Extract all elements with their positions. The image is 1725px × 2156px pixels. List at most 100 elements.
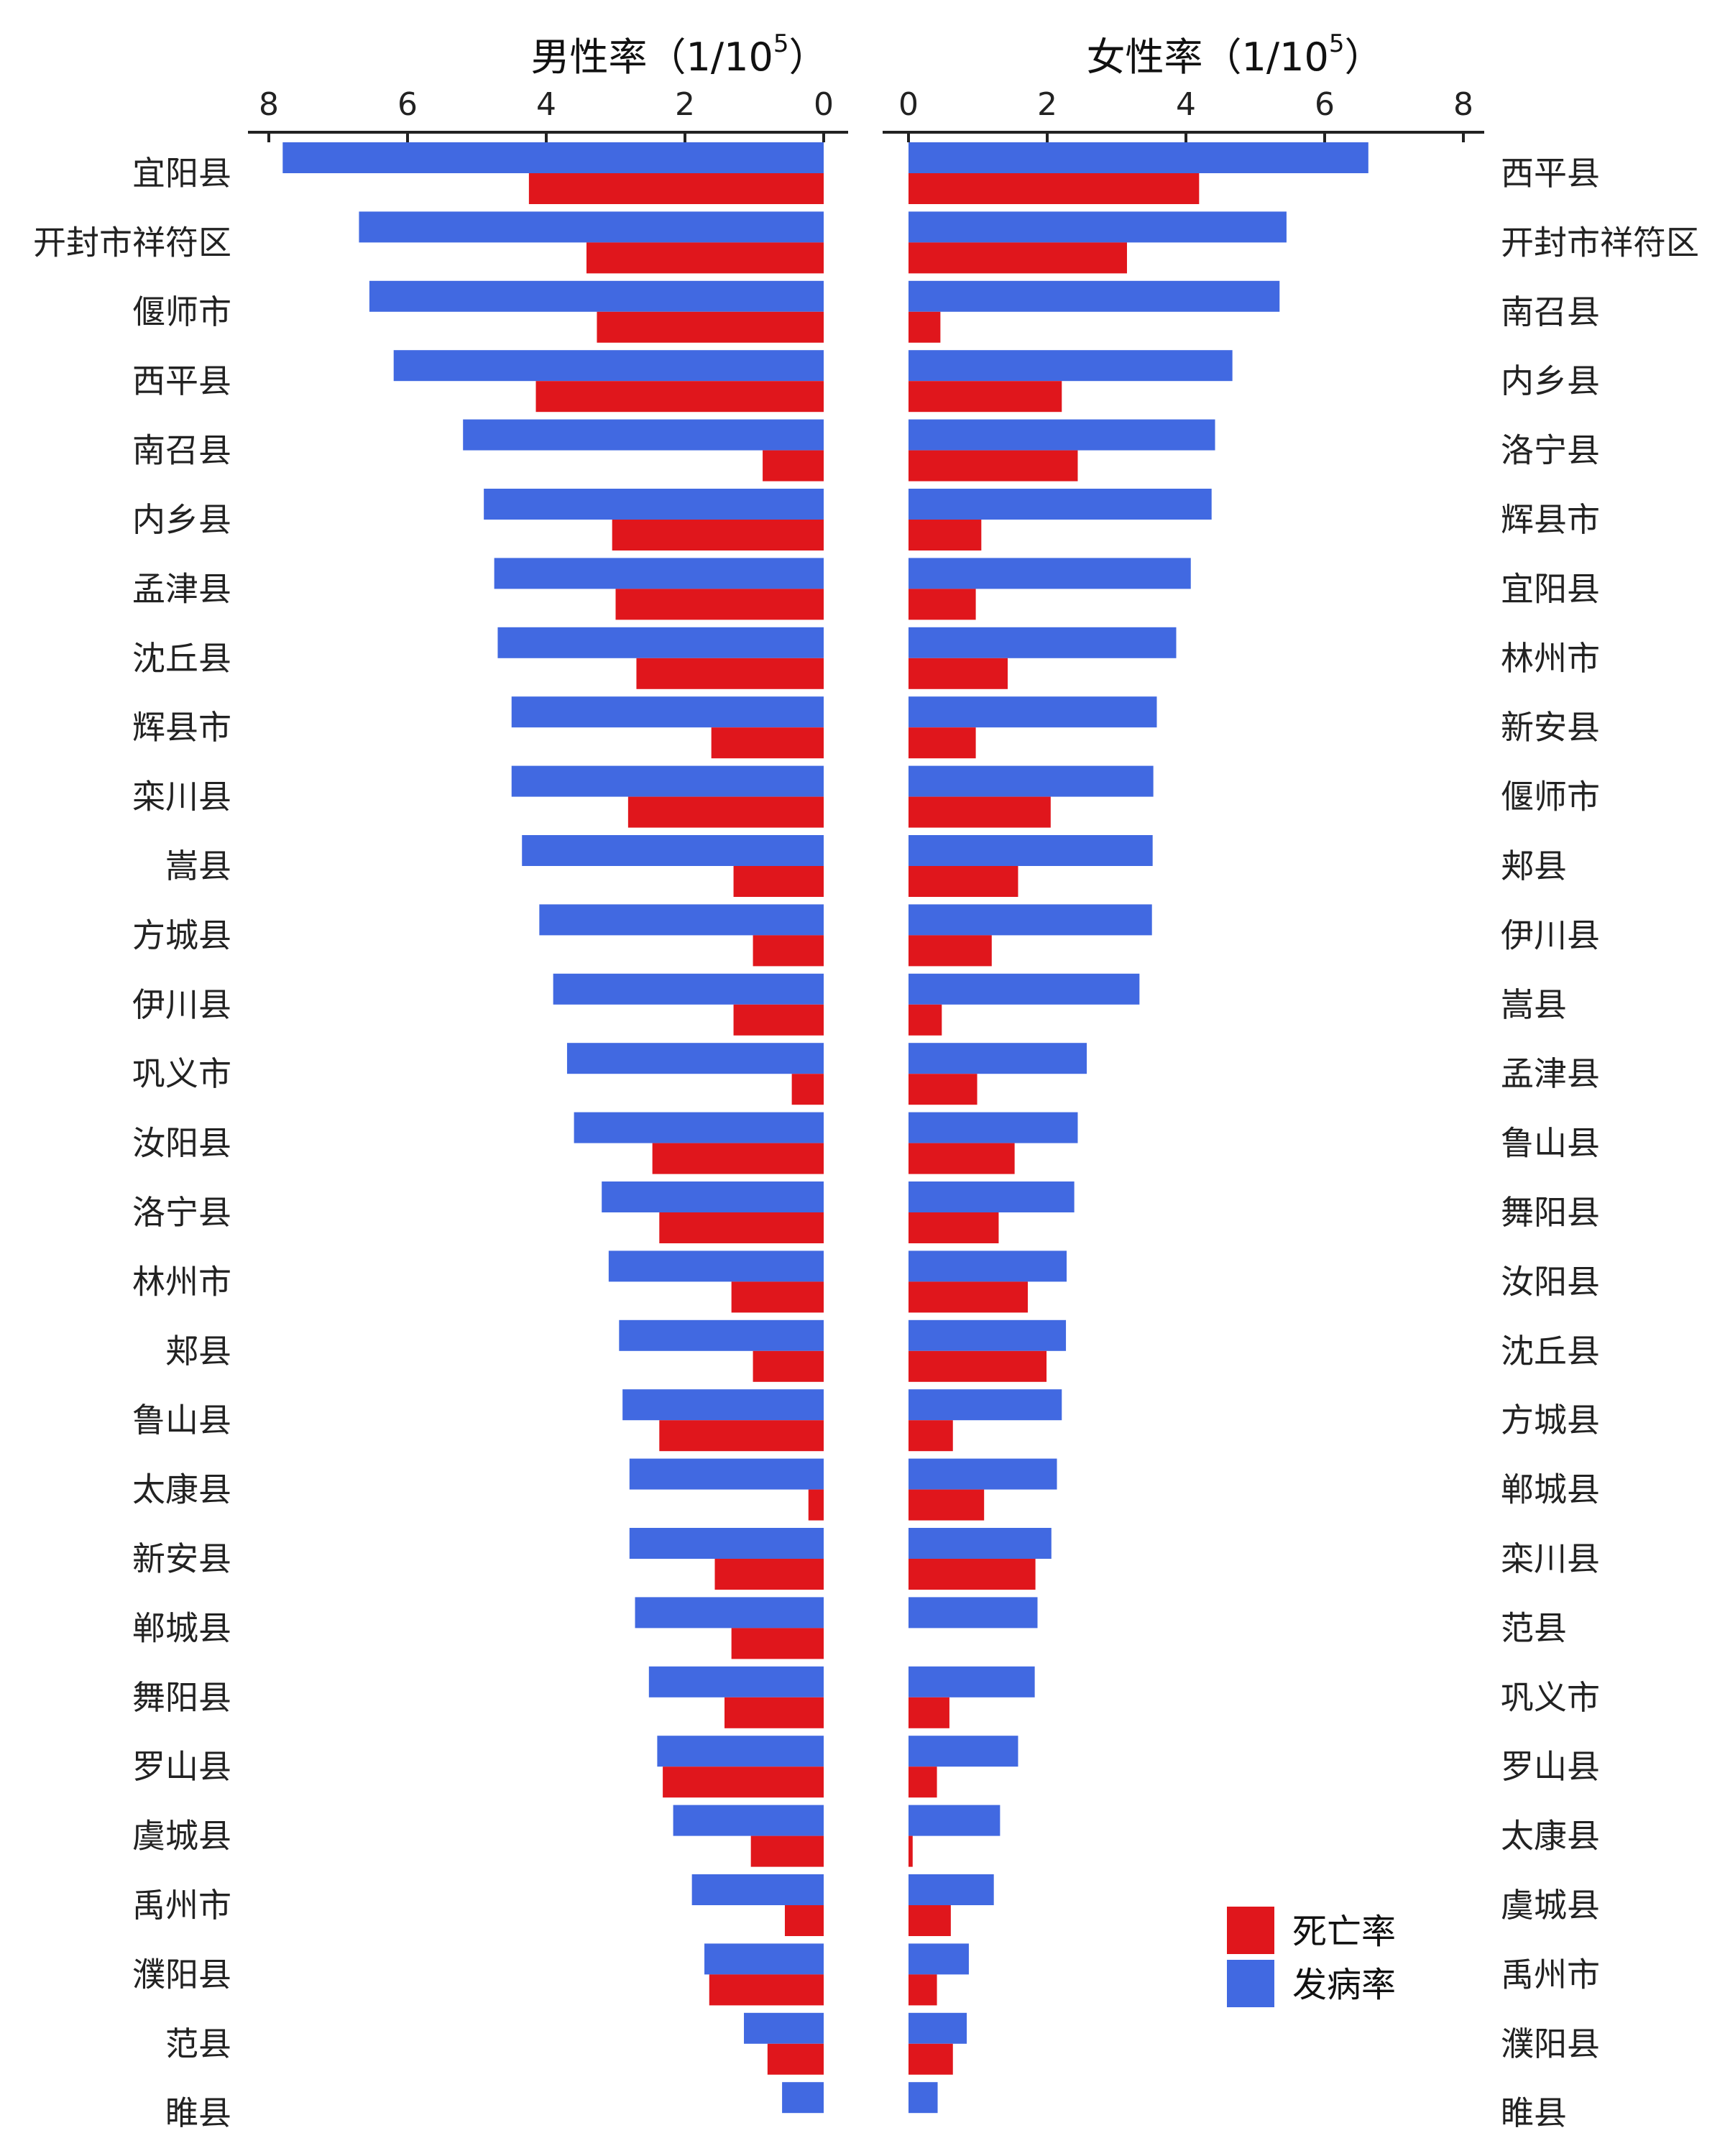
male-death-bar: [753, 935, 824, 967]
female-incidence-bar: [908, 1666, 1035, 1697]
female-category-label: 范县: [1501, 1608, 1567, 1647]
male-category-label: 禹州市: [132, 1886, 231, 1925]
male-tick-label: 6: [397, 86, 418, 123]
female-incidence-bar: [908, 1528, 1052, 1559]
male-death-bar: [597, 311, 824, 343]
male-death-bar: [612, 520, 824, 550]
male-death-bar: [586, 242, 824, 274]
male-death-bar: [627, 796, 824, 828]
male-death-bar: [808, 1489, 824, 1521]
female-death-bar: [908, 1489, 985, 1521]
female-death-bar: [908, 1143, 1015, 1174]
female-category-label: 洛宁县: [1501, 431, 1600, 470]
female-incidence-bar: [908, 1874, 994, 1905]
female-death-bar: [908, 935, 992, 967]
male-incidence-bar: [782, 2082, 824, 2114]
female-category-label: 沈丘县: [1501, 1332, 1600, 1370]
male-death-bar: [784, 1905, 824, 1936]
female-death-bar: [908, 1835, 913, 1867]
female-death-bar: [908, 727, 976, 759]
male-incidence-bar: [566, 1043, 824, 1074]
female-incidence-bar: [908, 1736, 1018, 1767]
male-death-bar: [652, 1143, 824, 1174]
male-incidence-bar: [629, 1528, 824, 1559]
male-death-bar: [733, 1004, 824, 1036]
male-tick-label: 8: [259, 86, 279, 123]
female-incidence-bar: [908, 2012, 967, 2044]
female-incidence-bar: [908, 1181, 1075, 1212]
male-category-label: 汝阳县: [132, 1124, 231, 1163]
male-category-label: 栾川县: [132, 778, 231, 816]
male-death-bar: [535, 381, 824, 413]
male-death-bar: [733, 866, 824, 897]
female-category-label: 濮阳县: [1501, 2024, 1600, 2063]
female-incidence-bar: [908, 1319, 1067, 1351]
male-category-label: 太康县: [132, 1470, 231, 1509]
male-category-label: 沈丘县: [132, 639, 231, 678]
male-category-label: 宜阳县: [132, 154, 231, 193]
female-death-bar: [908, 1697, 949, 1728]
female-tick-label: 6: [1315, 86, 1335, 123]
female-category-label: 林州市: [1501, 639, 1600, 678]
female-incidence-bar: [908, 489, 1212, 520]
male-death-bar: [615, 589, 824, 620]
female-category-label: 巩义市: [1501, 1678, 1600, 1717]
female-category-label: 虞城县: [1501, 1886, 1600, 1925]
male-death-bar: [709, 1974, 824, 2006]
female-category-label: 开封市祥符区: [1501, 223, 1699, 262]
male-tick-label: 2: [675, 86, 695, 123]
male-incidence-bar: [484, 489, 824, 520]
male-incidence-bar: [511, 696, 824, 728]
female-incidence-bar: [908, 904, 1152, 936]
female-category-label: 方城县: [1501, 1401, 1600, 1439]
female-incidence-bar: [908, 1389, 1062, 1421]
female-death-bar: [908, 381, 1062, 413]
legend-label-death: 死亡率: [1292, 1912, 1396, 1952]
male-incidence-bar: [619, 1319, 824, 1351]
male-category-label: 方城县: [132, 916, 231, 954]
male-incidence-bar: [635, 1597, 824, 1628]
female-incidence-bar: [908, 350, 1233, 382]
female-incidence-bar: [908, 973, 1140, 1005]
male-incidence-bar: [497, 627, 824, 658]
male-category-label: 开封市祥符区: [33, 223, 231, 262]
female-death-bar: [908, 173, 1200, 204]
female-death-bar: [908, 1905, 951, 1936]
female-tick-label: 8: [1453, 86, 1473, 123]
female-category-label: 伊川县: [1501, 916, 1600, 954]
male-death-bar: [528, 173, 824, 204]
female-death-bar: [908, 1212, 999, 1243]
female-incidence-bar: [908, 765, 1154, 797]
male-death-bar: [659, 1420, 824, 1452]
male-incidence-bar: [511, 765, 824, 797]
male-incidence-bar: [282, 142, 824, 173]
female-incidence-bar: [908, 696, 1157, 728]
male-death-bar: [767, 2043, 824, 2075]
male-incidence-bar: [574, 1112, 824, 1143]
female-incidence-bar: [908, 1943, 969, 1975]
female-category-label: 郏县: [1501, 847, 1567, 885]
male-death-bar: [711, 727, 824, 759]
male-incidence-bar: [608, 1250, 824, 1282]
female-category-label: 西平县: [1501, 154, 1600, 193]
male-death-bar: [724, 1697, 824, 1728]
female-incidence-bar: [908, 142, 1368, 173]
female-death-bar: [908, 242, 1127, 274]
male-death-bar: [791, 1074, 824, 1105]
male-category-label: 嵩县: [165, 847, 231, 885]
female-incidence-bar: [908, 419, 1215, 451]
male-death-bar: [731, 1628, 824, 1659]
female-death-bar: [908, 1004, 942, 1036]
male-death-bar: [750, 1835, 824, 1867]
female-incidence-bar: [908, 1043, 1087, 1074]
male-category-label: 偃师市: [132, 292, 231, 331]
female-death-bar: [908, 450, 1078, 482]
female-death-bar: [908, 1559, 1036, 1590]
female-incidence-bar: [908, 280, 1280, 312]
male-incidence-bar: [553, 973, 824, 1005]
female-category-label: 宜阳县: [1501, 569, 1600, 608]
male-category-label: 孟津县: [132, 569, 231, 608]
male-category-label: 巩义市: [132, 1054, 231, 1093]
male-incidence-bar: [629, 1458, 824, 1490]
